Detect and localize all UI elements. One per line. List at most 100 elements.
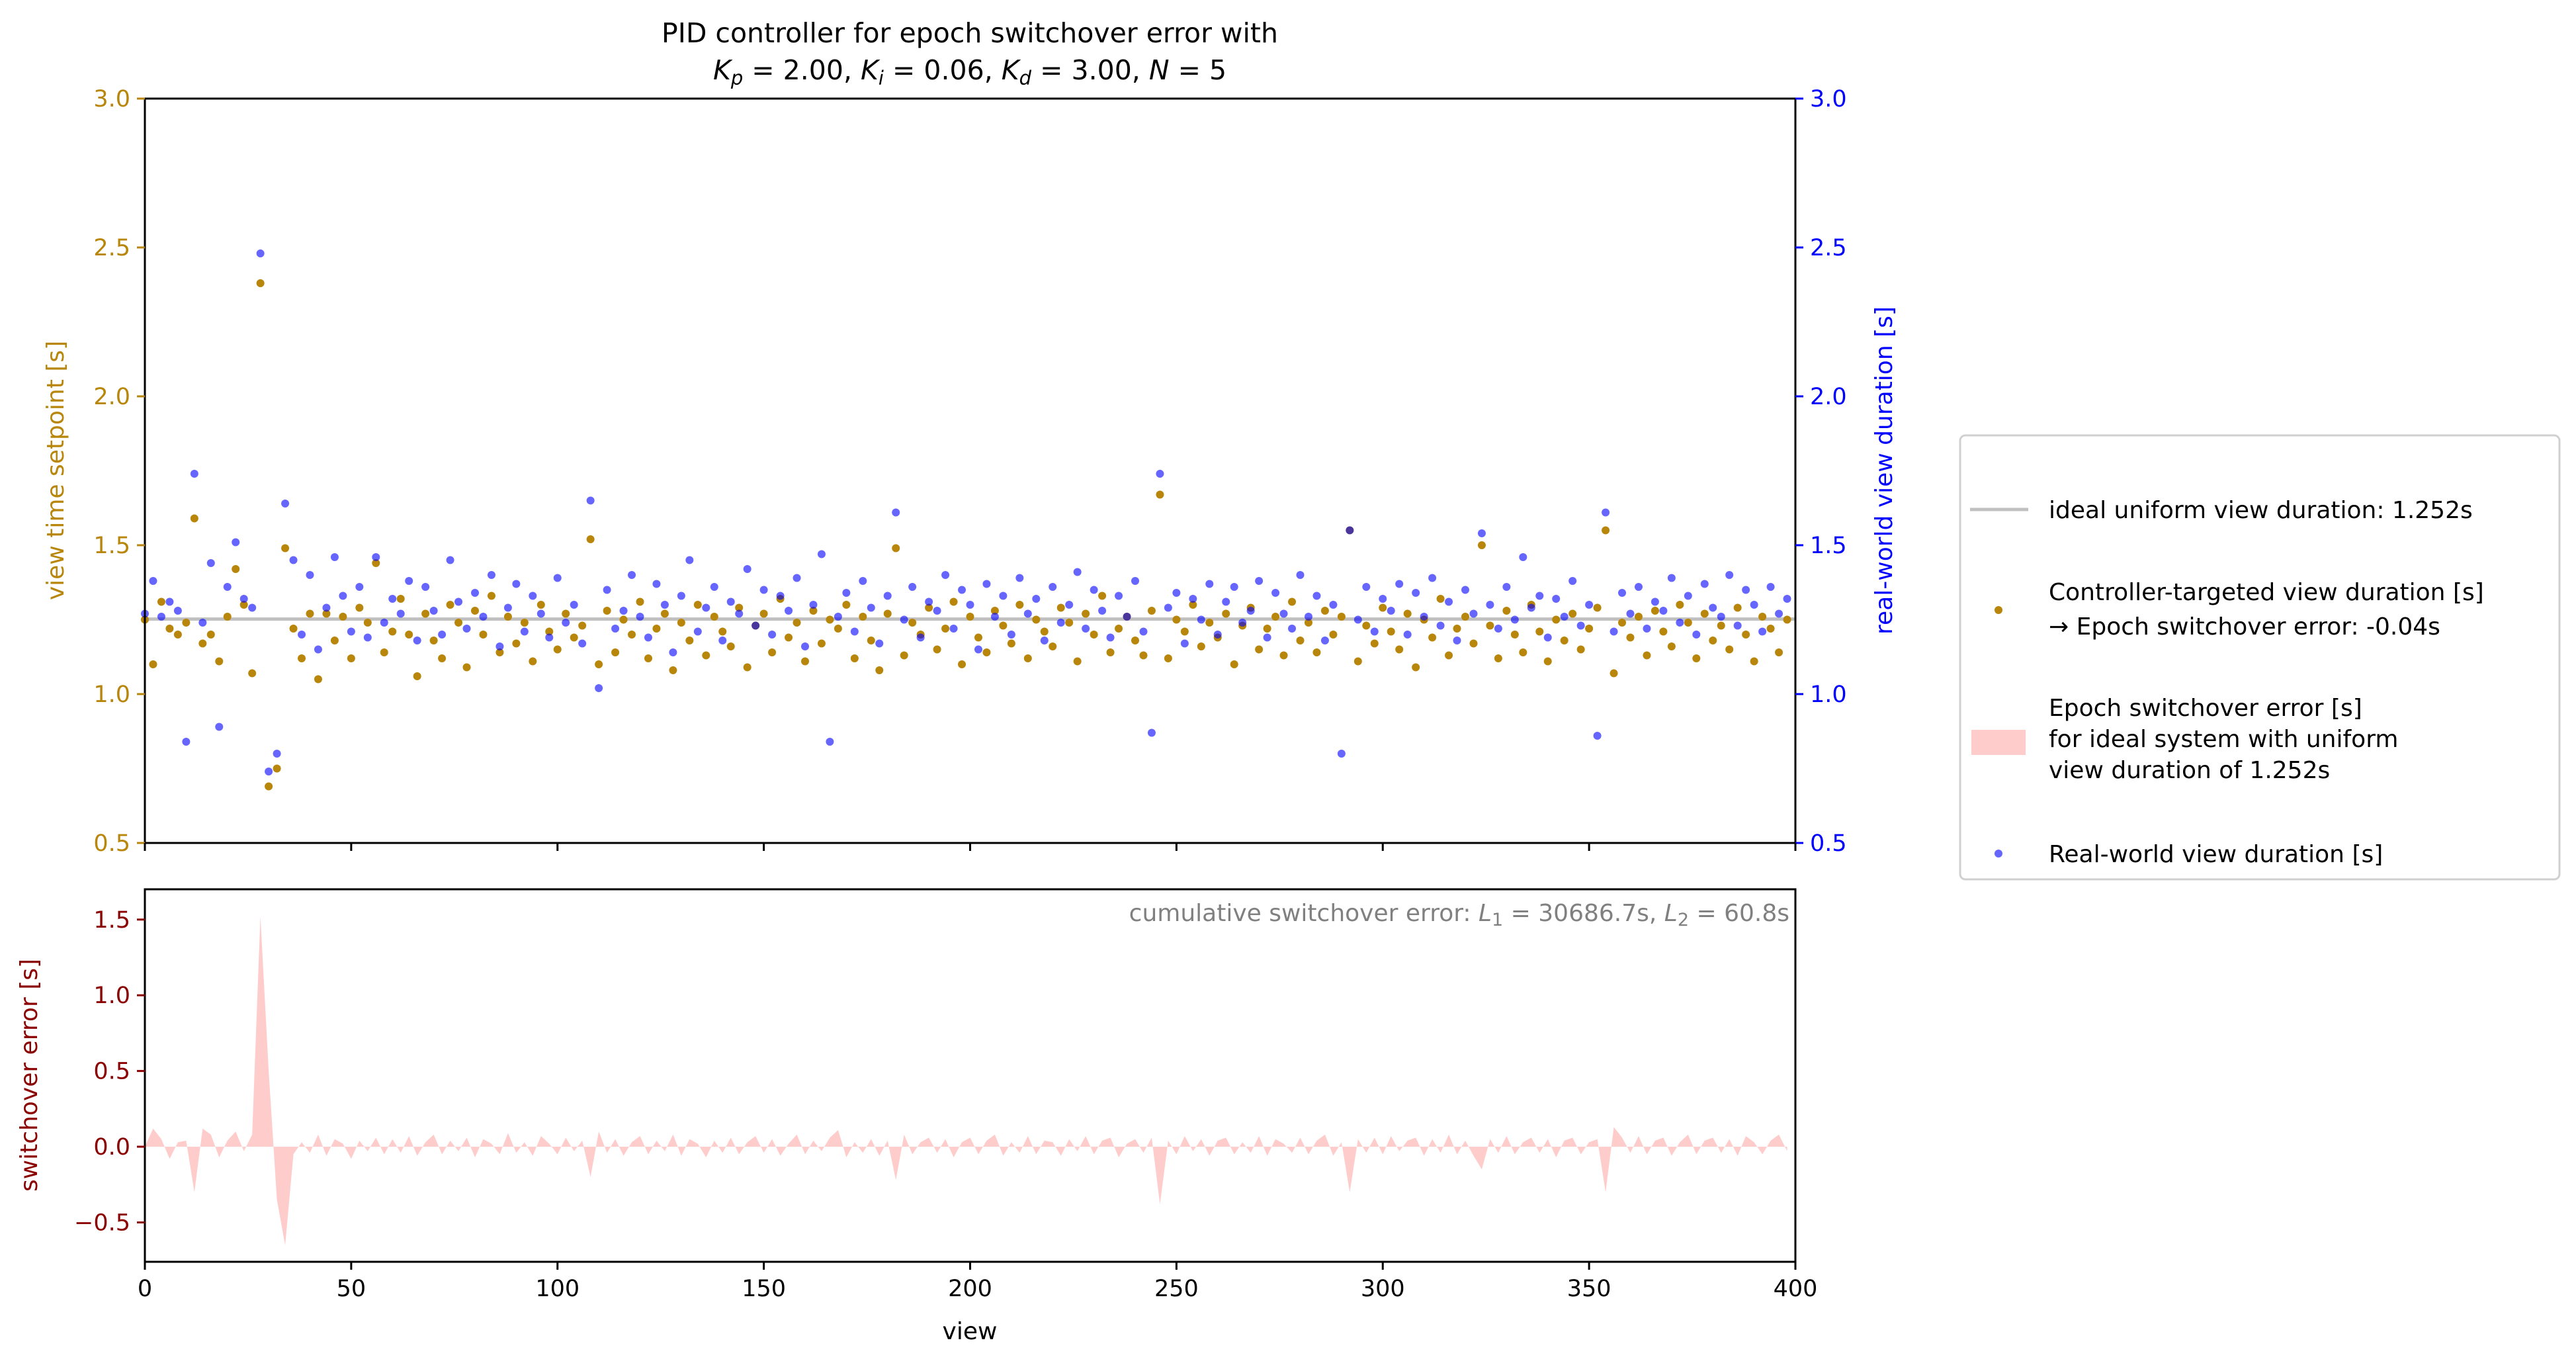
- legend-error-label-line2: for ideal system with uniform: [2049, 726, 2398, 753]
- setpoint-point: [1007, 639, 1015, 648]
- real-duration-point: [1709, 603, 1717, 612]
- setpoint-point: [958, 660, 966, 668]
- real-duration-point: [1139, 627, 1148, 636]
- setpoint-point: [570, 633, 578, 642]
- real-duration-point: [396, 609, 405, 618]
- real-duration-point: [239, 595, 248, 603]
- real-duration-point: [1766, 583, 1775, 591]
- setpoint-point: [1412, 663, 1420, 672]
- real-duration-point: [1593, 732, 1602, 740]
- setpoint-point: [512, 639, 521, 648]
- real-duration-point: [999, 592, 1008, 600]
- real-duration-point: [644, 633, 652, 642]
- left-y-tick-label: 1.5: [93, 533, 130, 559]
- error-y-tick-label: 1.0: [93, 983, 130, 1009]
- setpoint-point: [1428, 633, 1437, 642]
- real-duration-point: [1527, 603, 1535, 612]
- setpoint-point: [660, 609, 669, 618]
- real-duration-point: [636, 613, 644, 621]
- setpoint-point: [298, 654, 306, 662]
- real-duration-point: [1453, 637, 1461, 644]
- x-tick-label: 50: [337, 1276, 366, 1302]
- real-duration-point: [570, 601, 578, 609]
- real-duration-point: [215, 723, 224, 731]
- setpoint-point: [1684, 619, 1692, 627]
- real-duration-point: [1123, 613, 1131, 621]
- real-duration-point: [157, 613, 165, 621]
- real-duration-point: [1535, 592, 1544, 600]
- legend-controller-label-line1: Controller-targeted view duration [s]: [2049, 579, 2484, 606]
- setpoint-point: [215, 657, 224, 666]
- setpoint-point: [1618, 619, 1627, 627]
- real-duration-point: [1403, 631, 1412, 639]
- real-duration-point: [1445, 597, 1453, 606]
- real-duration-point: [1189, 595, 1197, 603]
- real-duration-point: [1040, 637, 1049, 644]
- error-y-tick-label: 1.5: [93, 907, 130, 934]
- setpoint-point: [413, 672, 421, 680]
- real-duration-point: [941, 571, 950, 579]
- real-duration-point: [1320, 637, 1329, 644]
- setpoint-point: [471, 607, 479, 615]
- setpoint-point: [1436, 595, 1445, 603]
- real-duration-point: [372, 553, 380, 561]
- real-duration-point: [1742, 586, 1750, 594]
- setpoint-point: [768, 648, 777, 656]
- setpoint-point: [595, 660, 603, 668]
- real-duration-point: [438, 631, 447, 639]
- setpoint-point: [1519, 648, 1527, 656]
- real-duration-point: [223, 583, 232, 591]
- real-duration-point: [256, 249, 265, 257]
- real-duration-point: [586, 496, 595, 505]
- setpoint-point: [487, 592, 495, 600]
- x-axis-label: view: [943, 1318, 998, 1345]
- setpoint-point: [1362, 621, 1371, 630]
- real-duration-point: [850, 627, 859, 636]
- real-duration-point: [1238, 619, 1247, 627]
- real-duration-point: [1502, 583, 1511, 591]
- setpoint-point: [1568, 609, 1577, 618]
- real-duration-point: [1428, 574, 1437, 582]
- setpoint-point: [949, 597, 958, 606]
- real-duration-point: [768, 631, 777, 639]
- real-duration-point: [1271, 589, 1280, 597]
- real-duration-point: [1610, 627, 1618, 636]
- right-y-tick-label: 2.5: [1810, 235, 1847, 261]
- setpoint-point: [677, 619, 685, 627]
- real-duration-point: [1618, 589, 1627, 597]
- setpoint-point: [1510, 631, 1519, 639]
- right-y-tick-label: 1.0: [1810, 682, 1847, 708]
- real-duration-point: [1510, 615, 1519, 624]
- real-duration-point: [1602, 508, 1610, 517]
- setpoint-point: [1370, 639, 1379, 648]
- real-duration-point: [1700, 580, 1709, 588]
- real-duration-point: [1263, 633, 1271, 642]
- right-y-tick-label: 1.5: [1810, 533, 1847, 559]
- real-duration-point: [289, 556, 298, 564]
- real-duration-point: [1552, 595, 1561, 603]
- setpoint-point: [372, 559, 380, 567]
- error-y-tick-label: 0.5: [93, 1059, 130, 1085]
- real-duration-point: [1337, 750, 1346, 758]
- setpoint-point: [982, 648, 991, 656]
- real-duration-point: [529, 592, 537, 600]
- setpoint-point: [182, 619, 191, 627]
- real-duration-point: [933, 607, 941, 615]
- real-duration-point: [702, 603, 710, 612]
- left-y-tick-label: 1.0: [93, 682, 130, 708]
- setpoint-point: [1445, 651, 1453, 660]
- setpoint-point: [611, 648, 620, 656]
- setpoint-point: [1494, 654, 1502, 662]
- setpoint-point: [165, 625, 174, 633]
- real-duration-point: [982, 580, 991, 588]
- real-duration-point: [776, 592, 785, 600]
- right-y-tick-label: 2.0: [1810, 384, 1847, 410]
- real-duration-point: [751, 621, 760, 630]
- setpoint-point: [388, 627, 397, 636]
- real-duration-point: [710, 583, 718, 591]
- real-duration-point: [388, 595, 397, 603]
- real-duration-point: [429, 607, 438, 615]
- setpoint-point: [1172, 615, 1181, 624]
- real-duration-point: [1692, 631, 1701, 639]
- setpoint-point: [743, 663, 751, 672]
